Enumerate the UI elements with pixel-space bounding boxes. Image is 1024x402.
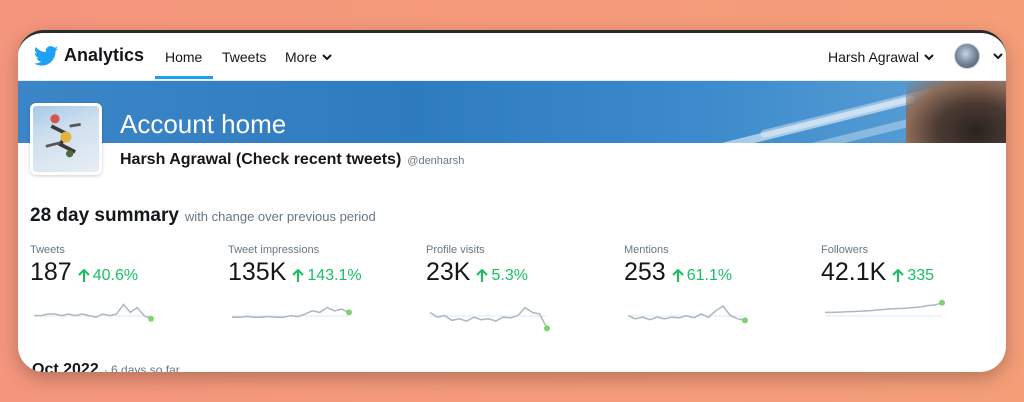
sparkline-end-point xyxy=(346,309,352,316)
summary-title: 28 day summary xyxy=(30,205,179,226)
sparkline-end-point xyxy=(939,299,945,306)
chevron-down-icon xyxy=(924,53,934,60)
metric-tweets[interactable]: Tweets 187 40.6% xyxy=(30,244,210,334)
metric-tweet-impressions[interactable]: Tweet impressions 135K 143.1% xyxy=(228,244,408,334)
chevron-down-icon xyxy=(322,53,332,60)
top-navigation-bar: Analytics Home Tweets More Harsh Agrawal xyxy=(18,33,1006,81)
month-section-header: Oct 2022 · 6 days so far... xyxy=(32,361,189,372)
user-menu[interactable]: Harsh Agrawal xyxy=(828,49,934,65)
arrow-up-icon xyxy=(292,269,305,282)
month-subtitle: · 6 days so far... xyxy=(103,363,190,372)
nav-more-label: More xyxy=(285,49,317,65)
sparkline-chart xyxy=(232,306,352,318)
chevron-down-icon[interactable] xyxy=(993,53,1003,60)
metric-label: Tweets xyxy=(30,244,65,256)
metric-change-value: 335 xyxy=(907,267,935,284)
metric-change-value: 61.1% xyxy=(686,267,733,284)
metric-value: 23K xyxy=(426,258,471,286)
sparkline-line xyxy=(627,304,746,322)
metric-profile-visits[interactable]: Profile visits 23K 5.3% xyxy=(426,244,606,334)
page-title: Account home xyxy=(120,109,287,139)
nav-home[interactable]: Home xyxy=(165,49,203,65)
month-title: Oct 2022 xyxy=(32,361,99,372)
header-banner xyxy=(18,81,1006,143)
brand[interactable]: Analytics xyxy=(34,45,144,66)
metric-label: Profile visits xyxy=(426,244,485,256)
sparkline-chart xyxy=(627,304,748,324)
twitter-bird-icon xyxy=(34,45,58,66)
nav-tweets[interactable]: Tweets xyxy=(222,49,267,65)
metric-change-value: 5.3% xyxy=(491,267,528,284)
avatar[interactable] xyxy=(954,43,980,69)
sparkline-end-point xyxy=(148,315,154,322)
user-menu-name: Harsh Agrawal xyxy=(828,49,920,65)
summary-subtitle: with change over previous period xyxy=(184,209,376,224)
metric-change: 40.6% xyxy=(78,267,138,285)
sparkline-chart xyxy=(825,299,945,317)
summary-header: 28 day summary with change over previous… xyxy=(30,205,376,227)
sparkline-chart xyxy=(34,303,154,322)
metric-change: 5.3% xyxy=(476,267,528,285)
metric-value: 187 xyxy=(30,258,72,286)
metric-label: Tweet impressions xyxy=(228,244,320,256)
sparkline-line xyxy=(34,303,152,320)
banner-photo xyxy=(906,81,1006,143)
user-handle: @denharsh xyxy=(407,155,465,167)
metric-value: 253 xyxy=(624,258,666,286)
metric-mentions[interactable]: Mentions 253 61.1% xyxy=(624,244,804,334)
arrow-up-icon xyxy=(672,269,684,282)
sparkline-line xyxy=(232,306,350,318)
sparkline-line xyxy=(429,306,548,329)
arrow-up-icon xyxy=(476,269,489,282)
metric-change-value: 143.1% xyxy=(307,267,362,284)
metric-change-value: 40.6% xyxy=(92,267,139,284)
sparkline-end-point xyxy=(544,325,550,332)
metric-change: 335 xyxy=(892,267,934,285)
metric-change: 143.1% xyxy=(292,267,362,285)
brand-name: Analytics xyxy=(64,45,145,65)
profile-image[interactable] xyxy=(30,103,102,175)
profile-name-line: Harsh Agrawal (Check recent tweets) @den… xyxy=(120,151,464,169)
active-tab-indicator xyxy=(155,76,213,79)
arrow-up-icon xyxy=(78,269,90,282)
metric-label: Mentions xyxy=(624,244,669,256)
sparkline-chart xyxy=(429,306,550,332)
analytics-window: Analytics Home Tweets More Harsh Agrawal xyxy=(18,30,1006,372)
arrow-up-icon xyxy=(892,269,905,282)
display-name[interactable]: Harsh Agrawal (Check recent tweets) xyxy=(120,151,402,168)
sparkline-line xyxy=(825,302,943,314)
skydiver-photo xyxy=(45,114,81,158)
metric-label: Followers xyxy=(821,244,869,256)
nav-more[interactable]: More xyxy=(285,49,332,65)
metric-change: 61.1% xyxy=(672,267,732,285)
metric-value: 135K xyxy=(228,258,287,286)
metric-value: 42.1K xyxy=(821,258,887,286)
sparkline-end-point xyxy=(742,317,748,324)
metric-followers[interactable]: Followers 42.1K 335 xyxy=(821,244,1001,334)
